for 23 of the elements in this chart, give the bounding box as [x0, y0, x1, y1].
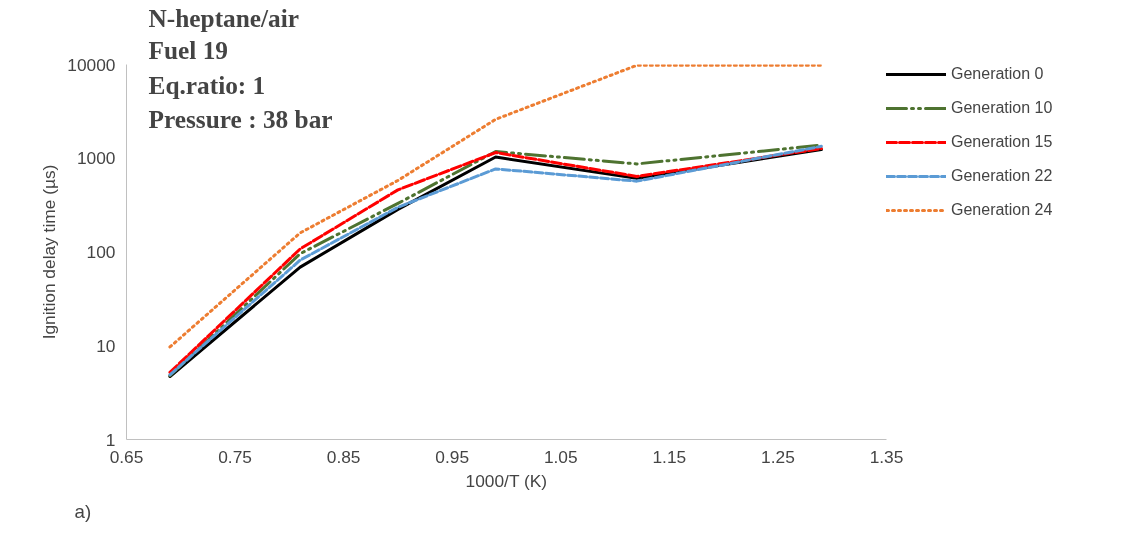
legend-label: Generation 24	[951, 201, 1053, 219]
y-axis-title: Ignition delay time (µs)	[39, 164, 60, 340]
text: Fuel 19	[148, 35, 228, 64]
legend-label: Generation 15	[951, 133, 1053, 151]
legend-label: Generation 0	[951, 65, 1044, 83]
y-tick-label: 10000	[67, 54, 116, 75]
legend-label: Generation 22	[951, 167, 1053, 185]
x-axis-title: 1000/T (K)	[465, 470, 548, 491]
x-tick-label: 1.25	[761, 446, 795, 467]
x-tick-label: 1.05	[543, 446, 578, 467]
x-tick-label: 0.85	[326, 446, 361, 467]
x-tick-label: 0.75	[218, 446, 252, 467]
x-tick-label: 0.95	[435, 446, 470, 467]
x-tick-label: 1.15	[652, 446, 687, 467]
x-tick-label: 1.35	[869, 446, 904, 467]
legend-label: Generation 10	[951, 99, 1053, 117]
text: a)	[74, 500, 92, 522]
chart-title: N-heptane/air	[148, 3, 300, 32]
y-tick-label: 1000	[76, 148, 116, 169]
y-tick-label: 10	[96, 335, 116, 356]
y-tick-label: 100	[86, 242, 116, 262]
annotation: Pressure : 38 bar	[148, 104, 333, 133]
annotation: Eq.ratio: 1	[148, 70, 266, 99]
